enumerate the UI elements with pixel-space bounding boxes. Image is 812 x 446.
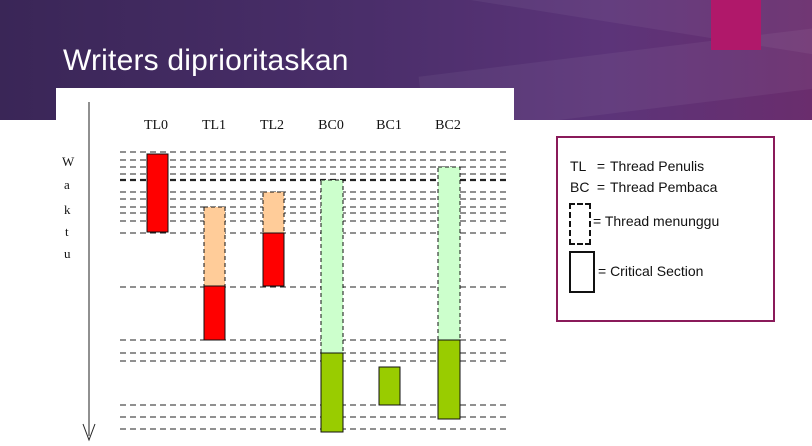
legend-text: Thread Pembaca	[610, 179, 718, 195]
column-header: TL2	[260, 118, 284, 133]
reader-waiting	[437, 166, 461, 341]
axis-letter: u	[64, 246, 71, 261]
time-axis-arrow-icon	[82, 423, 96, 442]
reader-critical-section	[378, 366, 401, 406]
column-header: BC0	[318, 118, 344, 133]
reader-critical-section	[437, 339, 461, 420]
legend-key: BC	[570, 179, 590, 195]
legend-row-thread-writer: TL = Thread Penulis	[570, 158, 704, 174]
column-header: BC1	[376, 118, 402, 133]
column-header: BC2	[435, 118, 461, 133]
legend-key: TL	[570, 158, 587, 174]
legend-box: TL = Thread Penulis BC = Thread Pembaca = Th…	[556, 136, 775, 322]
writer-critical-section	[203, 285, 226, 341]
legend-waiting-label: = Thread menunggu	[593, 213, 720, 229]
axis-letter: W	[62, 154, 75, 169]
legend-row-thread-reader: BC = Thread Pembaca	[570, 179, 717, 195]
column-header: TL0	[144, 118, 168, 133]
reader-critical-section	[320, 352, 344, 433]
axis-letter: t	[65, 224, 69, 239]
timing-diagram: W a k t u TL0 TL1 TL2 BC0 BC1 BC2	[56, 88, 514, 446]
legend-waiting-swatch	[569, 203, 591, 245]
slide-title: Writers diprioritaskan	[63, 44, 349, 77]
reader-waiting	[320, 179, 344, 354]
writer-critical-section	[262, 232, 285, 287]
legend-critical-section-label: = Critical Section	[598, 263, 704, 279]
writer-waiting	[262, 191, 285, 234]
legend-critical-section-swatch	[569, 251, 595, 293]
legend-equals: =	[596, 179, 606, 195]
axis-letter: a	[64, 177, 70, 192]
axis-letter: k	[64, 202, 71, 217]
writer-waiting	[203, 206, 226, 287]
legend-equals: =	[596, 158, 606, 174]
timing-diagram-canvas: W a k t u TL0 TL1 TL2 BC0 BC1 BC2	[62, 102, 508, 442]
legend-text: Thread Penulis	[610, 158, 705, 174]
writer-critical-section	[146, 153, 169, 233]
accent-square	[711, 0, 761, 50]
column-header: TL1	[202, 118, 226, 133]
